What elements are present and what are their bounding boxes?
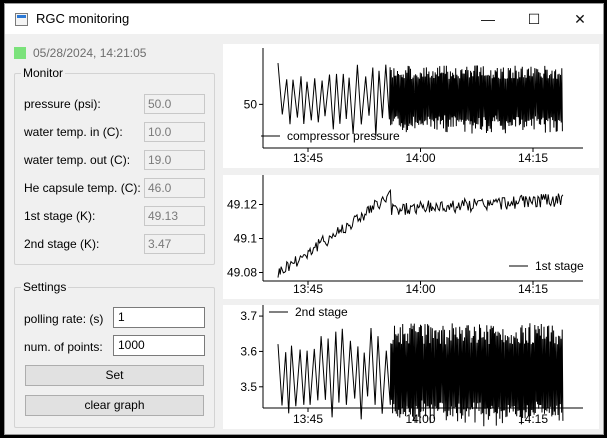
legend-label: 2nd stage — [295, 305, 348, 319]
y-tick-label: 49.12 — [227, 198, 257, 212]
status-timestamp: 05/28/2024, 14:21:05 — [33, 46, 147, 60]
settings-group: Settings — [14, 280, 215, 428]
polling-rate-label: polling rate: (s) — [24, 312, 104, 326]
second-stage-field: 3.47 — [144, 234, 205, 254]
compressor-pressure-chart: 13:45 14:00 14:15 50 compressor pressure — [244, 48, 583, 165]
connection-status-light — [14, 47, 26, 59]
y-tick-label: 49.08 — [227, 266, 257, 280]
y-tick-label: 3.5 — [240, 380, 257, 394]
water-temp-out-field: 19.0 — [144, 150, 205, 170]
second-stage-plot[interactable]: 13:45 14:00 14:15 3.7 3.6 3.5 2nd stage — [223, 305, 599, 429]
y-tick-label: 50 — [244, 97, 258, 111]
x-tick-label: 13:45 — [293, 412, 323, 426]
monitor-group: Monitor — [14, 66, 215, 265]
x-tick-label: 13:45 — [293, 282, 323, 296]
first-stage-plot[interactable]: 13:45 14:00 14:15 49.12 49.1 49.08 1st stage — [223, 175, 599, 299]
app-window-icon — [15, 13, 28, 26]
num-points-input[interactable]: 1000 — [113, 335, 205, 356]
clear-graph-button[interactable]: clear graph — [25, 395, 204, 416]
series-line — [277, 63, 563, 137]
settings-group-title: Settings — [23, 280, 67, 294]
legend-label: 1st stage — [535, 259, 584, 273]
polling-rate-input[interactable]: 1 — [113, 307, 205, 328]
x-tick-label: 14:00 — [405, 282, 435, 296]
window-title: RGC monitoring — [36, 11, 130, 26]
x-tick-label: 14:15 — [518, 151, 548, 165]
first-stage-field: 49.13 — [144, 206, 205, 226]
monitor-group-title: Monitor — [23, 66, 64, 80]
x-tick-label: 14:15 — [518, 282, 548, 296]
maximize-button[interactable]: ☐ — [527, 10, 541, 27]
water-temp-in-label: water temp. in (C): — [24, 125, 123, 139]
y-tick-label: 3.7 — [240, 309, 257, 323]
close-button[interactable]: ✕ — [574, 10, 586, 27]
second-stage-label: 2nd stage (K): — [24, 237, 100, 251]
num-points-label: num. of points: — [24, 340, 103, 354]
app-window: RGC monitoring — ☐ ✕ 05/28/2024, 14:21:0… — [4, 3, 604, 435]
title-bar[interactable]: RGC monitoring — ☐ ✕ — [5, 4, 603, 34]
y-tick-label: 49.1 — [234, 232, 258, 246]
water-temp-out-label: water temp. out (C): — [24, 153, 131, 167]
set-button[interactable]: Set — [25, 365, 204, 386]
minimize-button[interactable]: — — [481, 11, 495, 27]
pressure-field: 50.0 — [144, 94, 205, 114]
he-capsule-temp-label: He capsule temp. (C): — [24, 181, 141, 195]
x-tick-label: 14:00 — [405, 151, 435, 165]
legend-label: compressor pressure — [287, 129, 400, 143]
he-capsule-temp-field: 46.0 — [144, 178, 205, 198]
y-tick-label: 3.6 — [240, 344, 257, 358]
first-stage-chart: 13:45 14:00 14:15 49.12 49.1 49.08 1st stage — [227, 175, 584, 296]
compressor-pressure-plot[interactable]: 13:45 14:00 14:15 50 compressor pressure — [223, 44, 599, 168]
series-line — [277, 188, 564, 278]
water-temp-in-field: 10.0 — [144, 122, 205, 142]
x-tick-label: 13:45 — [293, 151, 323, 165]
first-stage-label: 1st stage (K): — [24, 209, 96, 223]
series-line — [277, 323, 564, 427]
x-tick-label: 14:00 — [405, 412, 435, 426]
pressure-label: pressure (psi): — [24, 97, 101, 111]
